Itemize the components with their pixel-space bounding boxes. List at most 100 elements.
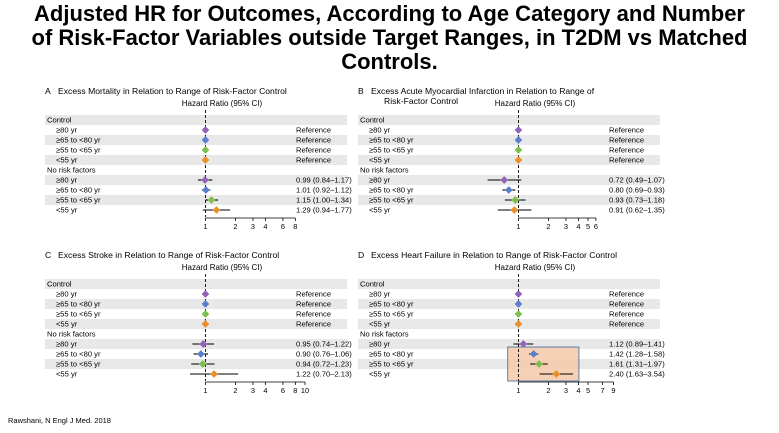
panel-a-group-label: Control xyxy=(47,116,72,125)
panel-a-hr-text: Reference xyxy=(296,136,331,145)
panel-d-row-label: <55 yr xyxy=(369,320,391,329)
panel-d-hr-text: Reference xyxy=(609,300,644,309)
panel-c-title: Excess Stroke in Relation to Range of Ri… xyxy=(58,250,279,260)
panel-b-x-tick-label: 4 xyxy=(576,222,580,231)
panel-d-x-tick-label: 5 xyxy=(586,386,590,395)
panel-d-row-label: ≥55 to <65 yr xyxy=(369,360,414,369)
panel-b-row-label: <55 yr xyxy=(369,156,391,165)
panel-c-letter: C xyxy=(45,250,51,260)
panel-c-hr-point xyxy=(210,370,218,378)
panel-d-row-label: <55 yr xyxy=(369,370,391,379)
panel-a-hr-point xyxy=(201,136,210,144)
panel-b-hr-text: Reference xyxy=(609,146,644,155)
panel-d-hr-point xyxy=(535,360,543,368)
panel-a-row-label: <55 yr xyxy=(56,156,78,165)
panel-d-hr-point xyxy=(514,300,523,308)
panel-b-hr-text: 0.80 (0.69–0.93) xyxy=(609,186,665,195)
panel-a-hr-text: 1.29 (0.94–1.77) xyxy=(296,206,352,215)
panel-b-row-band xyxy=(358,155,660,165)
panel-a-row-label: ≥55 to <65 yr xyxy=(56,146,101,155)
panel-c-hr-point xyxy=(201,300,210,308)
panel-d-x-tick-label: 2 xyxy=(546,386,550,395)
panel-d-row-label: ≥80 yr xyxy=(369,290,391,299)
panel-b-row-label: <55 yr xyxy=(369,206,391,215)
panel-a-hr-point xyxy=(201,156,210,164)
panel-c-hr-text: Reference xyxy=(296,300,331,309)
panel-c-hr-text: Reference xyxy=(296,310,331,319)
panel-b-column-header: Hazard Ratio (95% CI) xyxy=(495,99,576,108)
panel-a-row-band xyxy=(45,195,347,205)
panel-a-hr-text: 0.99 (0.84–1.17) xyxy=(296,176,352,185)
panel-b-hr-point xyxy=(510,206,519,214)
panel-a-row-label: ≥55 to <65 yr xyxy=(56,196,101,205)
panel-c-row-label: ≥55 to <65 yr xyxy=(56,310,101,319)
panel-a-x-tick-label: 6 xyxy=(281,222,285,231)
panel-d-column-header: Hazard Ratio (95% CI) xyxy=(495,263,576,272)
panel-b-hr-point xyxy=(500,176,509,184)
panel-d-row-label: ≥65 to <80 yr xyxy=(369,300,414,309)
panel-b-row-band xyxy=(358,135,660,145)
panel-b-hr-point xyxy=(511,196,520,204)
panel-d-hr-text: 1.42 (1.28–1.58) xyxy=(609,350,665,359)
panel-b-x-tick-label: 1 xyxy=(516,222,520,231)
panel-a-x-tick-label: 3 xyxy=(251,222,255,231)
panel-b-row-label: ≥65 to <80 yr xyxy=(369,186,414,195)
panel-a-x-tick-label: 8 xyxy=(293,222,297,231)
panel-d-hr-text: Reference xyxy=(609,320,644,329)
panel-a-hr-text: 1.15 (1.00–1.34) xyxy=(296,196,352,205)
panel-b-letter: B xyxy=(358,86,364,96)
panel-b-row-label: ≥65 to <80 yr xyxy=(369,136,414,145)
panel-b-title-line2: Risk-Factor Control xyxy=(384,96,458,106)
panel-c-x-tick-label: 4 xyxy=(263,386,267,395)
panel-b-row-band xyxy=(358,115,660,125)
panel-b-row-label: ≥55 to <65 yr xyxy=(369,196,414,205)
panel-d-hr-text: 2.40 (1.63–3.54) xyxy=(609,370,665,379)
panel-b-row-label: ≥80 yr xyxy=(369,176,391,185)
panel-a-x-tick-label: 4 xyxy=(263,222,267,231)
panel-c-x-tick-label: 6 xyxy=(281,386,285,395)
panel-c-row-label: ≥65 to <80 yr xyxy=(56,350,101,359)
panel-b-hr-text: Reference xyxy=(609,156,644,165)
panel-d-row-band xyxy=(358,299,660,309)
panel-a-letter: A xyxy=(45,86,51,96)
panel-b-title: Excess Acute Myocardial Infarction in Re… xyxy=(371,86,595,96)
panel-b-hr-point xyxy=(504,186,513,194)
panel-d-hr-point xyxy=(514,290,523,298)
panel-d-hr-text: 1.61 (1.31–1.97) xyxy=(609,360,665,369)
panel-d-hr-point xyxy=(514,320,523,328)
panel-c-hr-text: Reference xyxy=(296,320,331,329)
panel-a-title: Excess Mortality in Relation to Range of… xyxy=(58,86,287,96)
panel-b-hr-text: Reference xyxy=(609,136,644,145)
panel-a-hr-point xyxy=(201,146,210,154)
panel-b-hr-text: Reference xyxy=(609,126,644,135)
panel-b-x-tick-label: 6 xyxy=(594,222,598,231)
panel-c-row-label: ≥65 to <80 yr xyxy=(56,300,101,309)
panel-c-hr-point xyxy=(199,340,208,348)
panel-c-x-tick-label: 10 xyxy=(301,386,309,395)
panel-d-hr-point xyxy=(519,340,528,348)
panel-c-hr-text: Reference xyxy=(296,290,331,299)
slide-title-line-2: of Risk-Factor Variables outside Target … xyxy=(31,25,748,50)
panel-b-hr-text: 0.91 (0.62–1.35) xyxy=(609,206,665,215)
panel-a-hr-point xyxy=(207,196,216,204)
panel-b-hr-point xyxy=(514,136,523,144)
panel-d-row-label: ≥65 to <80 yr xyxy=(369,350,414,359)
panel-a-row-band xyxy=(45,155,347,165)
panel-c-hr-text: 0.90 (0.76–1.06) xyxy=(296,350,352,359)
panel-b-group-label: Control xyxy=(360,116,385,125)
panel-c-hr-point xyxy=(201,310,210,318)
panel-a-row-band xyxy=(45,135,347,145)
panel-d-row-band xyxy=(358,279,660,289)
panel-c-hr-text: 0.95 (0.74–1.22) xyxy=(296,340,352,349)
panel-d-x-tick-label: 9 xyxy=(611,386,615,395)
panel-c-group-label: No risk factors xyxy=(47,330,96,339)
panel-c-row-band xyxy=(45,279,347,289)
panel-a-row-label: ≥65 to <80 yr xyxy=(56,136,101,145)
panel-d-hr-point xyxy=(514,310,523,318)
panel-c-hr-text: 0.94 (0.72–1.23) xyxy=(296,360,352,369)
panel-a-hr-text: 1.01 (0.92–1.12) xyxy=(296,186,352,195)
panel-d-letter: D xyxy=(358,250,364,260)
panel-a-hr-point xyxy=(201,186,210,194)
panel-b-hr-text: 0.72 (0.49–1.07) xyxy=(609,176,665,185)
panel-b-row-label: ≥55 to <65 yr xyxy=(369,146,414,155)
